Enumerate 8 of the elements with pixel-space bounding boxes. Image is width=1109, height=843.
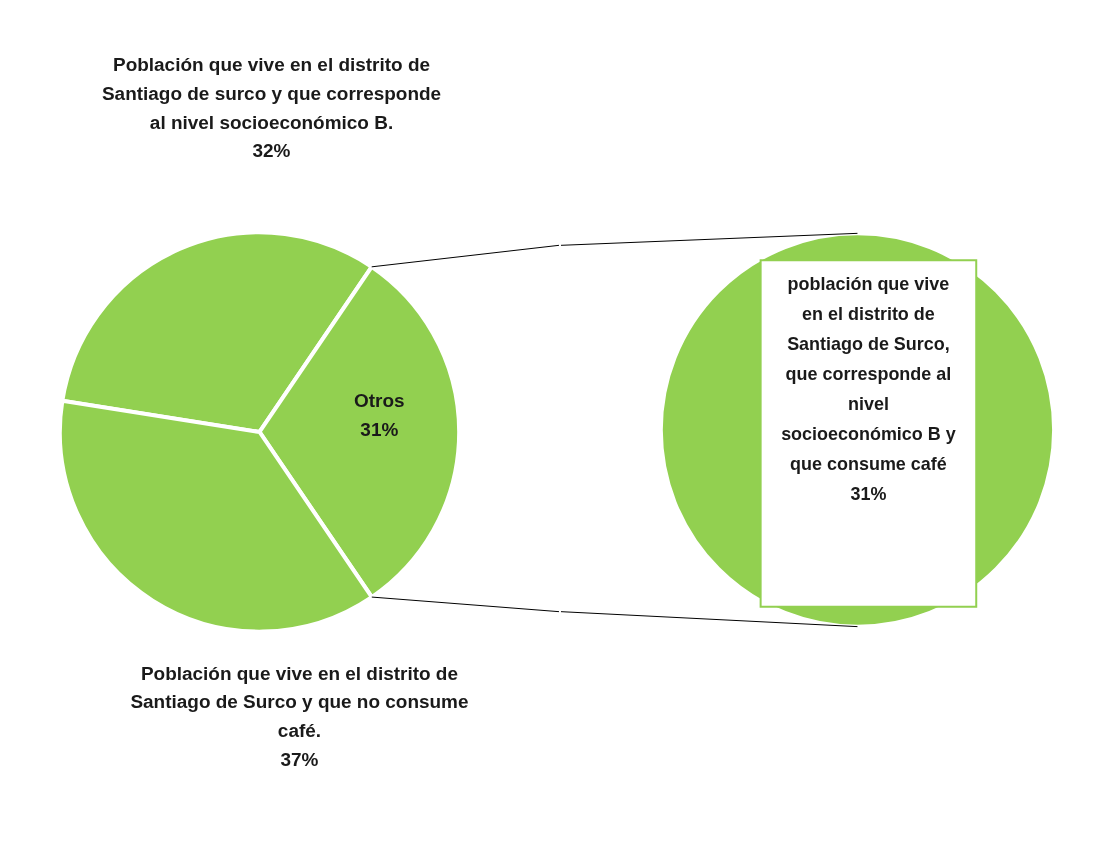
slice-label: población que vive en el distrito de Santiago de Surco, que corresponde al nivel socioeconómico B y que consume café	[781, 274, 956, 474]
slice-label: Otros	[354, 390, 405, 412]
slice-label: Población que vive en el distrito de Santiago de Surco y que no consume café.	[130, 662, 469, 742]
slice-label: Población que vive en el distrito de Santiago de surco y que corresponde al nivel socioeconómico B.	[101, 53, 442, 133]
data-label: 31%	[850, 483, 887, 504]
data-label: 37%	[280, 749, 319, 771]
data-label: 31%	[360, 418, 399, 440]
data-label: 32%	[252, 140, 291, 162]
